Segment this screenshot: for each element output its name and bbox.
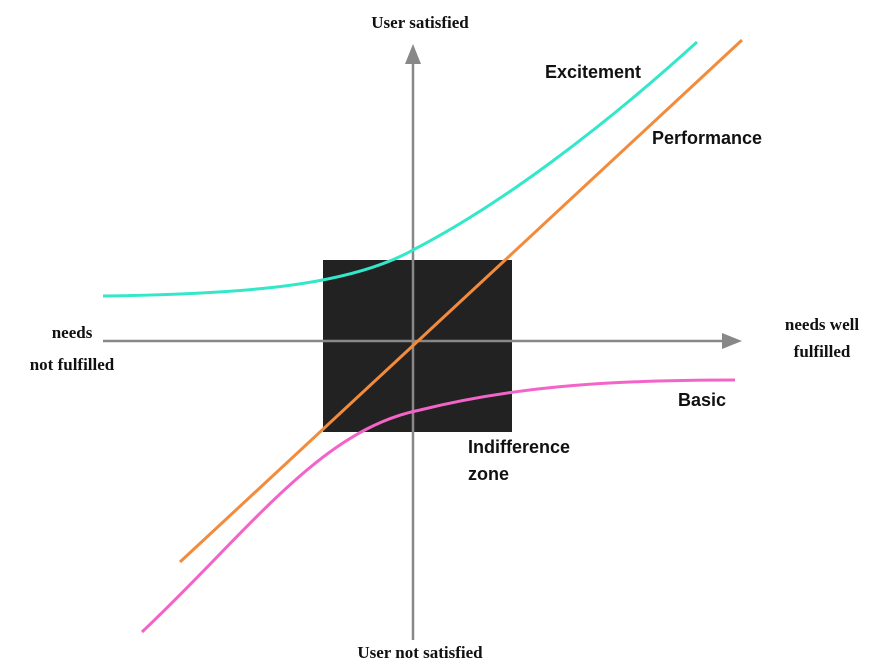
x-arrow (722, 333, 742, 349)
basic-label: Basic (678, 390, 726, 410)
basic-curve (140, 378, 736, 634)
left-label: needs (52, 323, 93, 342)
performance-line (178, 38, 744, 564)
top-label: User satisfied (371, 13, 469, 32)
y-arrow (405, 44, 421, 64)
excitement-label: Excitement (545, 62, 641, 82)
zone-label: zone (468, 464, 509, 484)
right-label: needs well (785, 315, 859, 334)
zone-label: Indifference (468, 437, 570, 457)
left-label: not fulfilled (30, 355, 115, 374)
indifference-box (323, 260, 512, 432)
performance-label: Performance (652, 128, 762, 148)
excitement-curve (102, 40, 699, 298)
bottom-label: User not satisfied (357, 643, 483, 662)
right-label: fulfilled (794, 342, 851, 361)
